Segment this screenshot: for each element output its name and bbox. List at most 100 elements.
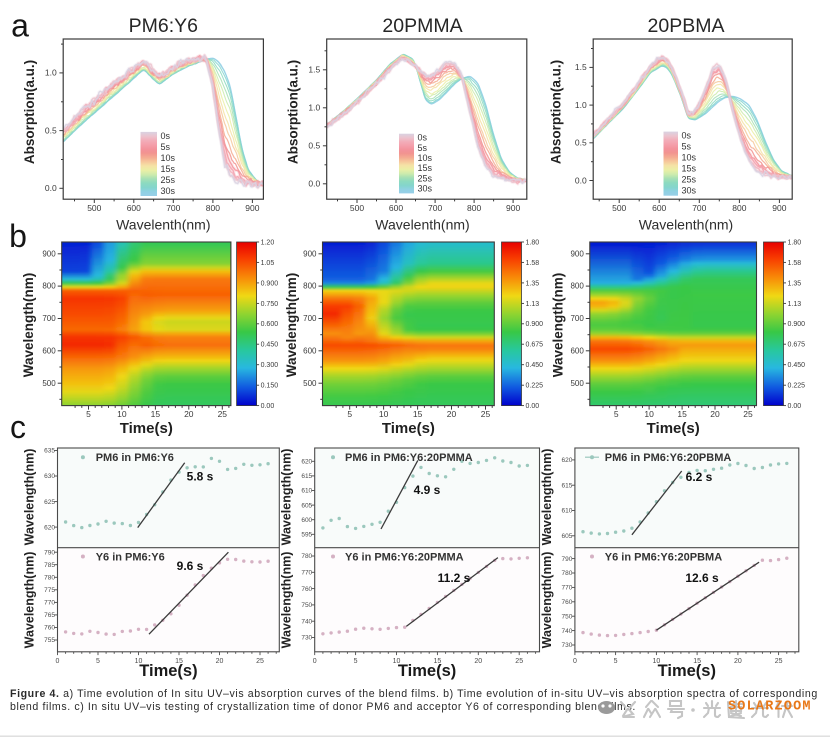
- svg-text:900: 900: [506, 203, 520, 213]
- svg-text:15: 15: [677, 409, 687, 419]
- svg-text:25s: 25s: [682, 175, 697, 185]
- svg-text:Wavelength(nm): Wavelength(nm): [551, 273, 566, 378]
- svg-text:790: 790: [44, 549, 55, 556]
- svg-text:20: 20: [184, 409, 194, 419]
- svg-text:5s: 5s: [418, 143, 428, 153]
- svg-text:30s: 30s: [418, 183, 433, 193]
- svg-text:610: 610: [301, 488, 312, 495]
- svg-text:10: 10: [653, 658, 661, 665]
- svg-text:770: 770: [301, 570, 312, 577]
- svg-text:20: 20: [710, 409, 720, 419]
- svg-text:1.35: 1.35: [788, 280, 802, 287]
- svg-text:25: 25: [775, 658, 783, 665]
- svg-text:20: 20: [474, 658, 482, 665]
- svg-text:PM6 in PM6:Y6:20PMMA: PM6 in PM6:Y6:20PMMA: [345, 452, 473, 464]
- svg-text:800: 800: [467, 203, 481, 213]
- svg-text:SOLARZOOM: SOLARZOOM: [728, 700, 812, 715]
- svg-text:1.35: 1.35: [526, 280, 540, 287]
- svg-text:500: 500: [612, 203, 626, 213]
- svg-text:11.2 s: 11.2 s: [438, 571, 471, 585]
- svg-text:0s: 0s: [418, 133, 428, 143]
- svg-text:PM6 in PM6:Y6: PM6 in PM6:Y6: [96, 452, 174, 464]
- svg-text:900: 900: [772, 203, 786, 213]
- svg-text:900: 900: [303, 249, 317, 258]
- svg-text:Wavelenth(nm): Wavelenth(nm): [639, 217, 733, 233]
- svg-text:5s: 5s: [161, 142, 171, 152]
- svg-text:Time(s): Time(s): [139, 662, 197, 680]
- svg-text:0.0: 0.0: [575, 175, 587, 185]
- svg-text:Wavelength(nm): Wavelength(nm): [21, 273, 36, 378]
- svg-text:Figure 4. a) Time evolution o: Figure 4. a) Time evolution of In situ U…: [10, 688, 818, 700]
- svg-text:25s: 25s: [418, 173, 433, 183]
- svg-text:780: 780: [301, 553, 312, 560]
- svg-text:0.450: 0.450: [526, 362, 544, 369]
- svg-text:760: 760: [301, 586, 312, 593]
- svg-text:800: 800: [303, 282, 317, 291]
- svg-text:700: 700: [166, 203, 180, 213]
- svg-text:620: 620: [44, 524, 55, 531]
- svg-text:25s: 25s: [161, 175, 176, 185]
- svg-text:0.450: 0.450: [788, 362, 806, 369]
- svg-text:Time(s): Time(s): [120, 420, 173, 437]
- svg-text:30s: 30s: [161, 186, 176, 196]
- svg-text:PM6:Y6: PM6:Y6: [129, 15, 198, 37]
- svg-text:1.58: 1.58: [788, 260, 802, 267]
- svg-text:0.450: 0.450: [261, 342, 279, 349]
- svg-text:25: 25: [515, 658, 523, 665]
- svg-text:20PBMA: 20PBMA: [648, 15, 725, 37]
- svg-text:0.5: 0.5: [45, 125, 57, 135]
- svg-text:765: 765: [44, 612, 55, 619]
- svg-text:Wavelenth(nm): Wavelenth(nm): [375, 217, 469, 233]
- svg-text:0.5: 0.5: [308, 141, 320, 151]
- svg-text:605: 605: [562, 533, 573, 540]
- svg-text:730: 730: [562, 642, 573, 649]
- svg-text:c: c: [10, 409, 26, 445]
- svg-text:775: 775: [44, 587, 55, 594]
- svg-text:Y6 in PM6:Y6: Y6 in PM6:Y6: [96, 552, 165, 564]
- svg-text:0.675: 0.675: [526, 342, 544, 349]
- svg-text:780: 780: [562, 570, 573, 577]
- svg-text:700: 700: [42, 314, 56, 323]
- svg-text:20: 20: [216, 658, 224, 665]
- svg-text:0.750: 0.750: [261, 301, 279, 308]
- svg-text:0.0: 0.0: [45, 183, 57, 193]
- svg-text:0s: 0s: [161, 131, 171, 141]
- svg-text:1.13: 1.13: [526, 301, 540, 308]
- svg-text:600: 600: [303, 346, 317, 355]
- svg-text:Y6 in PM6:Y6:20PBMA: Y6 in PM6:Y6:20PBMA: [605, 552, 722, 564]
- svg-text:Wavelength(nm): Wavelength(nm): [23, 552, 37, 649]
- svg-text:Time(s): Time(s): [647, 420, 700, 437]
- svg-text:635: 635: [44, 448, 55, 455]
- svg-text:9.6 s: 9.6 s: [177, 559, 204, 573]
- svg-text:600: 600: [42, 346, 56, 355]
- svg-text:700: 700: [428, 203, 442, 213]
- svg-text:760: 760: [44, 625, 55, 632]
- svg-text:10s: 10s: [682, 153, 697, 163]
- svg-text:Absorption(a.u.): Absorption(a.u.): [549, 60, 564, 164]
- svg-text:5: 5: [354, 658, 358, 665]
- svg-text:790: 790: [562, 556, 573, 563]
- svg-text:20PMMA: 20PMMA: [382, 15, 462, 37]
- svg-text:1.80: 1.80: [526, 239, 540, 246]
- svg-text:900: 900: [42, 249, 56, 258]
- svg-text:Y6 in PM6:Y6:20PMMA: Y6 in PM6:Y6:20PMMA: [345, 552, 464, 564]
- svg-text:10: 10: [379, 409, 389, 419]
- svg-text:0.00: 0.00: [261, 403, 275, 410]
- svg-text:700: 700: [692, 203, 706, 213]
- svg-text:5: 5: [614, 658, 618, 665]
- svg-text:1.80: 1.80: [788, 239, 802, 246]
- svg-text:0.150: 0.150: [261, 383, 279, 390]
- svg-text:20: 20: [447, 409, 457, 419]
- svg-text:600: 600: [301, 517, 312, 524]
- svg-text:0: 0: [56, 658, 60, 665]
- svg-text:10s: 10s: [418, 153, 433, 163]
- svg-text:595: 595: [301, 532, 312, 539]
- svg-text:785: 785: [44, 562, 55, 569]
- svg-text:1.5: 1.5: [308, 65, 320, 75]
- svg-text:700: 700: [570, 314, 584, 323]
- svg-text:500: 500: [42, 379, 56, 388]
- svg-text:Wavelength(nm): Wavelength(nm): [280, 552, 294, 649]
- svg-text:Wavelength(nm): Wavelength(nm): [23, 449, 37, 546]
- svg-text:740: 740: [301, 618, 312, 625]
- svg-text:5: 5: [347, 409, 352, 419]
